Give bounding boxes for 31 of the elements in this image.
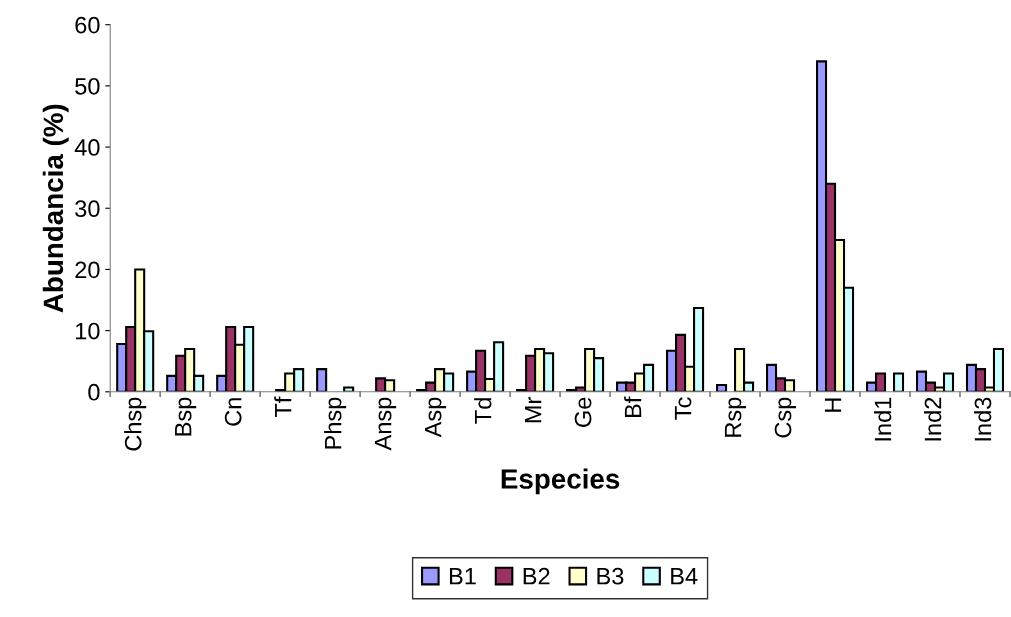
x-tick-label: Ansp bbox=[375, 397, 397, 451]
legend-label: B1 bbox=[449, 568, 476, 585]
x-tick-label: Chsp bbox=[124, 397, 147, 451]
x-tick-label: Td bbox=[474, 398, 492, 424]
x-tick-label: Rsp bbox=[724, 397, 747, 437]
x-tick-label: Tc bbox=[674, 397, 692, 420]
legend-label: B2 bbox=[523, 567, 550, 585]
legend-label: B3 bbox=[597, 567, 624, 585]
x-tick-label: Ind3 bbox=[973, 397, 992, 441]
y-tick-label: 10 bbox=[76, 322, 100, 340]
x-tick-label: Mr bbox=[524, 397, 542, 423]
x-tick-label: Ind1 bbox=[874, 397, 892, 441]
x-tick-label: Cn bbox=[224, 398, 242, 426]
x-axis-title: Especies bbox=[501, 468, 620, 495]
y-tick-label: 40 bbox=[74, 139, 100, 156]
x-tick-label: Csp bbox=[774, 397, 797, 438]
y-tick-label: 0 bbox=[88, 383, 100, 401]
y-tick-label: 30 bbox=[75, 200, 100, 218]
x-tick-label: H bbox=[824, 398, 842, 412]
x-tick-label: Bf bbox=[624, 396, 642, 418]
y-tick-label: 60 bbox=[75, 16, 100, 34]
y-axis-title: Abundancia (%) bbox=[42, 104, 69, 313]
y-tick-label: 20 bbox=[75, 261, 100, 279]
x-tick-label: Ind2 bbox=[924, 397, 942, 441]
x-tick-label: Ge bbox=[574, 397, 592, 427]
x-tick-label: Tf bbox=[274, 396, 292, 418]
x-tick-label: Asp bbox=[424, 397, 447, 438]
legend-label: B4 bbox=[671, 568, 698, 585]
x-tick-label: Bsp bbox=[175, 397, 197, 436]
y-tick-label: 50 bbox=[75, 77, 100, 95]
x-tick-label: Phsp bbox=[324, 397, 347, 449]
